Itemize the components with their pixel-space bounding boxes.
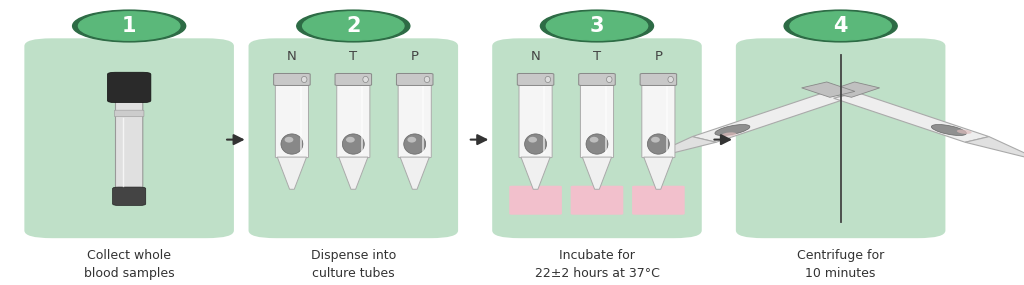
Circle shape: [546, 12, 647, 40]
FancyBboxPatch shape: [570, 186, 624, 215]
Ellipse shape: [651, 137, 659, 142]
Polygon shape: [278, 157, 306, 189]
FancyBboxPatch shape: [509, 186, 562, 215]
FancyBboxPatch shape: [642, 84, 675, 158]
Polygon shape: [834, 93, 989, 142]
Ellipse shape: [346, 137, 354, 142]
Text: Collect whole
blood samples: Collect whole blood samples: [84, 249, 174, 280]
Circle shape: [790, 12, 891, 40]
FancyBboxPatch shape: [335, 74, 372, 86]
FancyBboxPatch shape: [581, 84, 613, 158]
Ellipse shape: [586, 134, 608, 154]
Text: Centrifuge for
10 minutes: Centrifuge for 10 minutes: [797, 249, 885, 280]
Ellipse shape: [606, 76, 612, 83]
FancyBboxPatch shape: [396, 74, 433, 86]
Circle shape: [303, 12, 404, 40]
Ellipse shape: [424, 76, 430, 83]
Text: 4: 4: [834, 16, 848, 36]
Circle shape: [541, 10, 653, 42]
FancyBboxPatch shape: [116, 87, 142, 192]
Polygon shape: [646, 137, 716, 159]
Text: 3: 3: [590, 16, 604, 36]
Circle shape: [73, 10, 185, 42]
FancyBboxPatch shape: [25, 38, 233, 238]
Polygon shape: [802, 82, 855, 97]
Ellipse shape: [524, 134, 547, 154]
FancyBboxPatch shape: [493, 38, 701, 238]
FancyBboxPatch shape: [108, 72, 151, 103]
Circle shape: [297, 10, 410, 42]
Ellipse shape: [342, 134, 365, 154]
FancyBboxPatch shape: [273, 74, 310, 86]
Polygon shape: [966, 137, 1024, 159]
FancyBboxPatch shape: [519, 84, 552, 158]
Text: 2: 2: [346, 16, 360, 36]
Ellipse shape: [722, 132, 736, 137]
Ellipse shape: [590, 137, 598, 142]
Polygon shape: [339, 157, 368, 189]
Ellipse shape: [647, 134, 670, 154]
Polygon shape: [583, 157, 611, 189]
Ellipse shape: [301, 76, 307, 83]
Ellipse shape: [528, 137, 537, 142]
FancyBboxPatch shape: [517, 74, 554, 86]
Text: T: T: [593, 50, 601, 63]
Polygon shape: [521, 157, 550, 189]
Ellipse shape: [932, 125, 967, 135]
FancyBboxPatch shape: [113, 187, 145, 205]
Text: 1: 1: [122, 16, 136, 36]
FancyBboxPatch shape: [398, 84, 431, 158]
Polygon shape: [826, 82, 880, 97]
FancyBboxPatch shape: [249, 38, 458, 238]
FancyBboxPatch shape: [579, 74, 615, 86]
Polygon shape: [644, 157, 673, 189]
FancyBboxPatch shape: [337, 84, 370, 158]
Text: P: P: [654, 50, 663, 63]
Text: Incubate for
22±2 hours at 37°C: Incubate for 22±2 hours at 37°C: [535, 249, 659, 280]
Ellipse shape: [545, 76, 551, 83]
Ellipse shape: [403, 134, 426, 154]
Text: T: T: [349, 50, 357, 63]
FancyBboxPatch shape: [275, 84, 308, 158]
FancyBboxPatch shape: [640, 74, 677, 86]
Text: P: P: [411, 50, 419, 63]
Ellipse shape: [715, 125, 750, 135]
Ellipse shape: [362, 76, 369, 83]
Ellipse shape: [285, 137, 293, 142]
FancyBboxPatch shape: [736, 38, 945, 238]
Text: Dispense into
culture tubes: Dispense into culture tubes: [310, 249, 396, 280]
Text: N: N: [287, 50, 297, 63]
FancyBboxPatch shape: [115, 110, 144, 117]
Ellipse shape: [281, 134, 303, 154]
FancyBboxPatch shape: [632, 186, 685, 215]
Circle shape: [79, 12, 180, 40]
Polygon shape: [400, 157, 429, 189]
Circle shape: [784, 10, 897, 42]
Text: N: N: [530, 50, 541, 63]
Polygon shape: [692, 93, 848, 142]
Ellipse shape: [668, 76, 674, 83]
Ellipse shape: [956, 130, 972, 134]
Ellipse shape: [408, 137, 416, 142]
